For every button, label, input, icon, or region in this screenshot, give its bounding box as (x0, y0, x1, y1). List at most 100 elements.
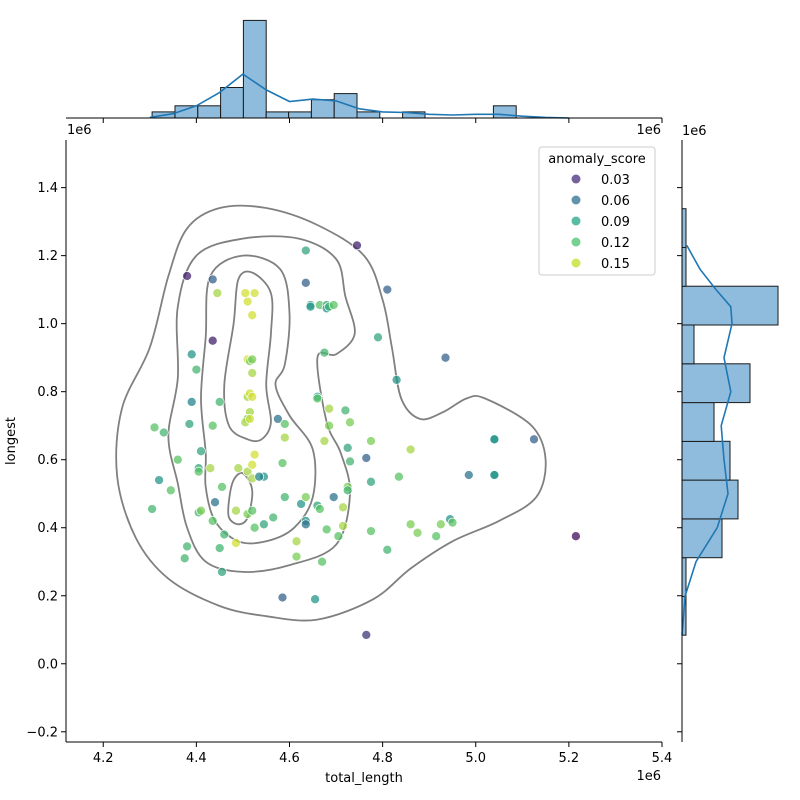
scatter-point (247, 368, 258, 378)
scatter-point (529, 434, 539, 445)
kde-contour-line (115, 204, 547, 622)
scatter-point (249, 449, 260, 460)
scatter-point (184, 419, 195, 429)
x-tick-label: 4.8 (372, 751, 393, 766)
legend-label: 0.06 (601, 194, 630, 209)
scatter-point (279, 492, 290, 502)
marginal-y-bar (681, 208, 687, 248)
legend-label: 0.15 (601, 257, 630, 272)
x-tick-label: 4.2 (93, 751, 114, 766)
scatter-point (193, 466, 204, 477)
marginal-y-bar (681, 479, 739, 520)
legend-marker (571, 195, 581, 205)
scatter-point (447, 517, 458, 528)
x-tick-label: 5.2 (559, 751, 580, 766)
scatter-point (249, 288, 260, 298)
scatter-point (245, 414, 255, 424)
y-tick-label: 0.6 (37, 453, 58, 468)
scatter-point (233, 463, 244, 474)
legend-marker (571, 237, 581, 247)
x-tick-label: 5.4 (652, 751, 673, 766)
y-axis-label: longest (4, 417, 19, 465)
scatter-point (412, 527, 423, 538)
scatter-point (182, 541, 192, 552)
scatter-point (186, 397, 197, 407)
scatter-point (268, 512, 279, 523)
scatter-point (196, 446, 206, 457)
scatter-point (310, 594, 320, 605)
marginal-y-bar (681, 402, 715, 442)
scatter-point (391, 374, 402, 385)
y-tick-label: 0.8 (37, 385, 58, 400)
scatter-point (366, 476, 376, 487)
marginal-y-histogram (677, 187, 779, 733)
scatter-point (207, 335, 218, 346)
x-offset-label: 1e6 (636, 769, 661, 784)
scatter-point (217, 567, 227, 577)
scatter-point (165, 485, 176, 496)
x-axis-ticks: 4.2 4.4 4.6 4.8 5.0 5.2 5.4 (93, 742, 672, 766)
scatter-point (273, 414, 283, 424)
scatter-point (300, 519, 311, 530)
scatter-point (328, 492, 339, 502)
scatter-point (431, 531, 442, 542)
kde-contour-line (167, 235, 356, 573)
scatter-point (333, 531, 344, 542)
scatter-point (196, 505, 206, 516)
y-tick-label: 0.2 (37, 589, 58, 604)
scatter-point (319, 436, 330, 446)
scatter-point (345, 456, 355, 467)
marginal-y-bar (681, 247, 687, 287)
main-scatter-axes: 4.2 4.4 4.6 4.8 5.0 5.2 5.4 −0.2 0.0 0.2 0.4 0.6 0.… (4, 140, 672, 786)
marginal-x-bar (288, 111, 312, 119)
scatter-point (340, 405, 351, 416)
scatter-point (219, 529, 230, 540)
legend-marker (571, 174, 581, 184)
x-tick-label: 5.0 (465, 751, 486, 766)
scatter-point (277, 592, 288, 603)
scatter-point (312, 393, 323, 404)
scatter-point (324, 420, 334, 431)
marginal-y-bar (681, 324, 695, 365)
scatter-point (231, 538, 241, 548)
scatter-point (247, 505, 258, 516)
scatter-point (338, 502, 348, 513)
scatter-point (373, 332, 383, 343)
scatter-point (352, 240, 362, 251)
scatter-point (489, 434, 500, 445)
scatter-point (361, 453, 372, 463)
scatter-point (361, 630, 372, 640)
legend-label: 0.09 (601, 215, 630, 230)
scatter-point (247, 391, 258, 402)
scatter-point (300, 492, 311, 502)
scatter-point (207, 420, 218, 431)
scatter-point (147, 504, 157, 514)
scatter-point (489, 470, 500, 480)
scatter-point (240, 288, 251, 298)
legend-marker (571, 216, 581, 226)
legend-label: 0.03 (601, 173, 630, 188)
scatter-point (247, 310, 258, 321)
scatter-point (405, 519, 416, 530)
scatter-point (277, 458, 288, 468)
scatter-point (242, 466, 253, 477)
scatter-point (382, 544, 393, 555)
scatter-point (182, 271, 192, 281)
scatter-point (324, 403, 334, 414)
legend-marker (571, 258, 581, 268)
marginal-x-bar (356, 111, 381, 119)
scatter-point (345, 417, 355, 428)
legend: anomaly_score 0.03 0.06 0.09 0.12 0.15 (538, 146, 656, 276)
scatter-point (291, 536, 302, 547)
legend-frame (538, 146, 656, 276)
marginal-x-histogram (102, 19, 663, 123)
scatter-points (147, 240, 581, 640)
scatter-point (405, 444, 416, 455)
y-tick-label: 1.2 (37, 249, 58, 264)
scatter-point (205, 463, 216, 474)
marginal-y-bar (681, 440, 731, 481)
marginal-y-offset-label: 1e6 (682, 124, 707, 139)
marginal-x-bar (197, 105, 222, 119)
marginal-y-bar (681, 363, 751, 404)
kde-contour-line (223, 270, 274, 443)
